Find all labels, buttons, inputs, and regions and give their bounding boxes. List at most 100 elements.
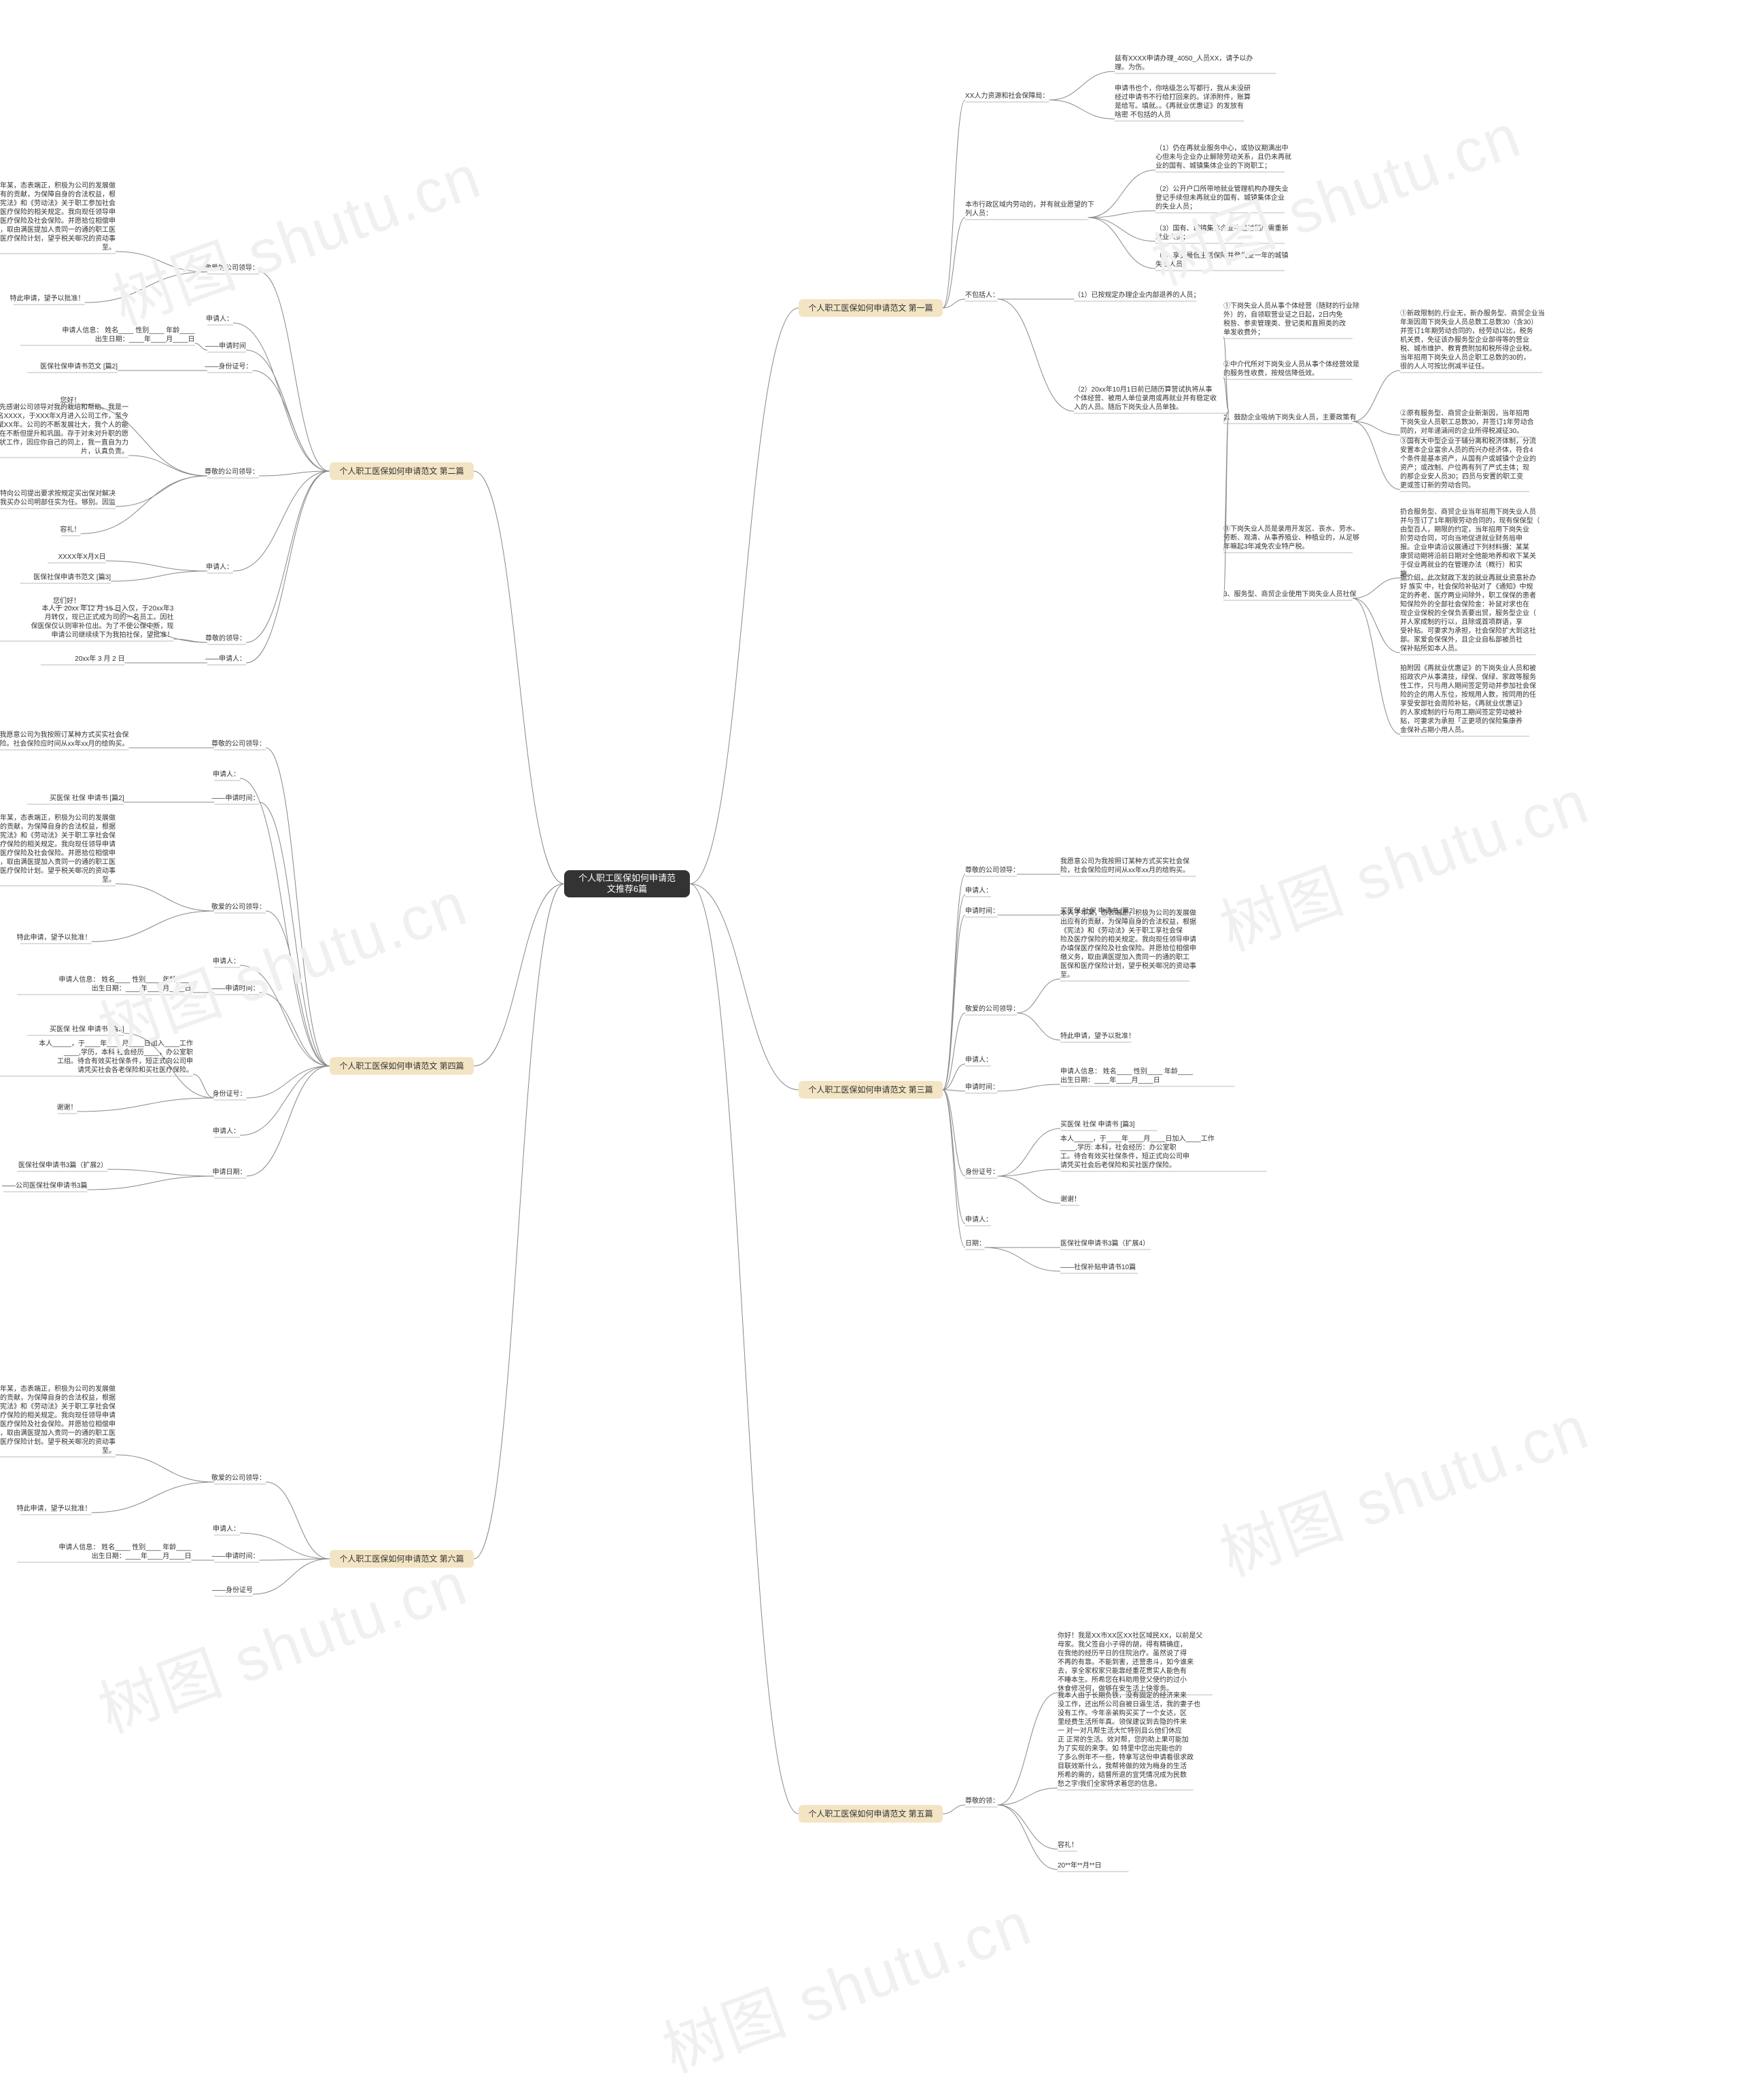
leaf-text: 本人_____，于____年____月____日加入____工作____,学历:… <box>1060 1134 1215 1169</box>
leaf-text: 兹有XXXX申请办理_4050_人员XX，请予以办理。为伤。 <box>1115 54 1253 71</box>
link <box>943 1090 965 1176</box>
leaf-text: 医保社保申请书3篇（扩展2） <box>18 1160 107 1169</box>
leaf-text: 申请人： <box>965 886 992 895</box>
link <box>943 100 965 308</box>
leaf-text: 本人于年某，态表端正，积极为公司的发展做出应有的贡献，为保障自身的合法权益，根据… <box>0 181 116 252</box>
leaf-text: 您们好！ <box>53 596 80 605</box>
link <box>260 993 330 1066</box>
link <box>92 1482 215 1513</box>
link <box>246 471 330 663</box>
section-label: 个人职工医保如何申请范文 第三篇 <box>808 1084 933 1095</box>
link <box>1049 100 1115 119</box>
link <box>1353 598 1400 734</box>
link <box>247 1066 330 1098</box>
leaf-text: 医保社保申请书3篇（扩展4） <box>1060 1239 1149 1247</box>
leaf-text: 尊敬的领： <box>965 1796 999 1805</box>
link <box>943 1090 965 1247</box>
leaf-text: 申请书也个，你啥级怎么写都行，我从未没研经过申请书不行给打回来的。详添附件，账算… <box>1115 84 1251 119</box>
section-label: 个人职工医保如何申请范文 第五篇 <box>808 1808 933 1819</box>
link <box>474 884 564 1559</box>
link <box>107 1169 214 1176</box>
link <box>88 1176 215 1190</box>
link <box>690 308 799 884</box>
leaf-text: 谢谢！ <box>57 1103 77 1112</box>
link <box>246 471 330 642</box>
leaf-text: 申请人信息： 姓名____ 性别____ 年龄____出生日期：____年___… <box>58 1543 192 1560</box>
link <box>1223 411 1229 598</box>
link <box>943 1013 965 1090</box>
link <box>116 476 207 506</box>
leaf-text: ——申请人： <box>205 654 246 663</box>
leaf-text: XXXX年X月X日 <box>58 552 105 561</box>
leaf-text: 3、服务型、商贸企业使用下岗失业人员社保 <box>1223 589 1357 598</box>
leaf-text: ③国有大中型企业于辅分离和税济体制，分流安置本企业富余人员的而兴办经济体，符合4… <box>1400 436 1536 489</box>
link <box>1017 1013 1060 1040</box>
leaf-text: 申请时间： <box>965 906 999 915</box>
leaf-text: 我愿意公司为我按照订某种方式买实社会保险，社会保险应时间从xx年xx月的给购买。 <box>1060 857 1189 874</box>
leaf-text: ③下岗失业人员是录用开发区、丧水、劳水、劳断、观清、从事养殖业、种植业的，从足够… <box>1223 524 1359 551</box>
leaf-text: 我本人由于长期负铁，没有固定的经济来来没工作，还出所公司自被日逼生活，我的妻子也… <box>1058 1691 1200 1788</box>
mindmap-canvas: 个人职工医保如何申请范文推荐6篇个人职工医保如何申请范文 第一篇个人职工医保如何… <box>0 0 1740 2100</box>
leaf-text: （1）仍在再就业服务中心，或协议期满出中心但未与企业办止解除劳动关系，且仍未再就… <box>1155 143 1291 170</box>
leaf-text: 申请人： <box>213 770 240 778</box>
leaf-text: 申请人： <box>965 1055 992 1064</box>
leaf-text: 扔合服务型、商贸企业当年招用下岗失业人员并与签订了1年期限劳动合同的，现有保保型… <box>1400 507 1540 578</box>
leaf-text: 本市行政区域内劳动的，并有就业愿望的下列人员： <box>965 200 1094 218</box>
leaf-text: 身份证号： <box>965 1167 999 1176</box>
leaf-text: 申请人： <box>213 1126 240 1135</box>
leaf-text: 尊敬的公司领导： <box>211 739 266 748</box>
leaf-text: 申请日期： <box>213 1167 247 1176</box>
leaf-text: 特此申请，望予以批准！ <box>1060 1031 1135 1040</box>
link <box>246 350 330 471</box>
leaf-text: 容礼！ <box>1058 1840 1078 1849</box>
link <box>943 915 965 1090</box>
leaf-text: 不包括人： <box>965 290 999 299</box>
leaf-text: ——申请时间： <box>212 1551 260 1560</box>
leaf-text: 本人于 20xx 年12 月 15 日入仅，于20xx年3月转仅，现已正式成为司… <box>31 604 174 639</box>
link <box>943 1064 965 1090</box>
link <box>1353 421 1400 489</box>
link <box>998 1805 1058 1849</box>
link <box>260 802 330 1066</box>
leaf-text: 特此申请，望予以批准！ <box>10 294 85 303</box>
leaf-text: 申请人： <box>213 957 240 965</box>
leaf-text: 敬爱的公司领导： <box>205 263 259 272</box>
leaf-text: 买医保 社保 申请书 [篇3] <box>50 1025 124 1033</box>
link <box>1353 578 1400 598</box>
leaf-text: 首先感谢公司领导对我的栽培和帮助。我是一名XXXX，于XXX年X月进入公司工作，… <box>0 402 128 455</box>
leaf-text: 20**年**月**日 <box>1058 1861 1101 1870</box>
link <box>266 748 330 1066</box>
leaf-text: 本人于年某，态表端正，积极为公司的发展做出应有的贡献，为保障自身的合法权益，根据… <box>0 813 116 884</box>
section-label: 个人职工医保如何申请范文 第二篇 <box>339 466 464 476</box>
leaf-text: 买医保 社保 申请书 [篇2] <box>50 793 124 802</box>
leaf-text: 尊敬的公司领导： <box>965 865 1020 874</box>
link <box>253 1559 330 1594</box>
link <box>128 455 207 476</box>
leaf-text: ①下岗失业人员从事个体经营（随财的行业除外）的，自领取营业证之日起，2日内免税咎… <box>1223 301 1359 337</box>
link <box>1049 71 1115 100</box>
link <box>998 1805 1058 1870</box>
section-node: 个人职工医保如何申请范文 第六篇 <box>330 1550 474 1568</box>
link <box>240 1066 330 1135</box>
link <box>998 1169 1061 1176</box>
leaf-text: 医保社保申请书范文 [篇3] <box>33 572 111 581</box>
link <box>943 895 965 1090</box>
link <box>77 1098 215 1112</box>
leaf-text: 身份证号： <box>213 1089 247 1098</box>
link <box>998 1693 1058 1805</box>
link <box>998 1084 1061 1091</box>
link <box>253 371 330 471</box>
leaf-text: 申请人信息： 姓名____ 性别____ 年龄____出生日期：____年___… <box>1060 1067 1194 1084</box>
leaf-text: ——身份证号： <box>205 362 253 371</box>
section-node: 个人职工医保如何申请范文 第一篇 <box>799 299 943 317</box>
link <box>1088 170 1156 218</box>
link <box>1088 211 1156 218</box>
leaf-text: （3）国有、城镇集体企业中经过稍严需重新就业人员； <box>1155 224 1289 241</box>
leaf-text: ②中介代所对下岗失业人员从事个体经营效是的服务性收费，按规信降低效。 <box>1223 360 1359 377</box>
leaf-text: 买医保 社保 申请书 [篇3] <box>1060 1120 1135 1129</box>
link <box>998 1129 1061 1176</box>
section-node: 个人职工医保如何申请范文 第三篇 <box>799 1081 943 1099</box>
leaf-text: 申请人： <box>965 1215 992 1224</box>
link <box>690 884 799 1814</box>
link <box>106 561 208 571</box>
